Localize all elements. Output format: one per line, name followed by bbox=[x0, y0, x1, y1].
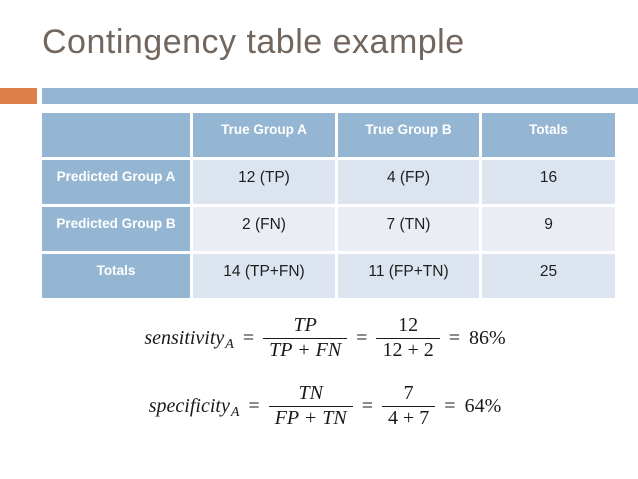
equals-sign: = bbox=[242, 326, 255, 349]
data-cell-fn: 2 (FN) bbox=[193, 207, 335, 251]
slide-title: Contingency table example bbox=[42, 23, 465, 61]
data-cell-col-b-total: 11 (FP+TN) bbox=[338, 254, 479, 298]
column-header-totals: Totals bbox=[482, 113, 615, 157]
equals-sign: = bbox=[356, 326, 368, 349]
row-label-predicted-group-b: Predicted Group B bbox=[42, 207, 190, 251]
fraction-numerator: TN bbox=[298, 381, 323, 404]
equals-sign: = bbox=[448, 326, 461, 349]
equals-sign: = bbox=[444, 394, 456, 417]
numeric-fraction: 12 12 + 2 bbox=[376, 313, 440, 363]
equals-sign: = bbox=[361, 394, 373, 417]
formula-result: 64% bbox=[464, 394, 502, 417]
row-label-predicted-group-a: Predicted Group A bbox=[42, 160, 190, 204]
fraction-denominator: 12 + 2 bbox=[376, 337, 440, 363]
data-cell-col-a-total: 14 (TP+FN) bbox=[193, 254, 335, 298]
symbolic-fraction: TP TP + FN bbox=[263, 313, 348, 363]
fraction-denominator: FP + TN bbox=[268, 405, 353, 431]
symbolic-fraction: TN FP + TN bbox=[268, 381, 353, 431]
data-cell-tn: 7 (TN) bbox=[338, 207, 479, 251]
formula-sensitivity: sensitivity A = TP TP + FN = 12 12 + 2 = … bbox=[42, 310, 608, 366]
accent-bar-orange bbox=[0, 88, 37, 104]
row-label-totals: Totals bbox=[42, 254, 190, 298]
fraction-numerator: 12 bbox=[398, 313, 419, 336]
fraction-numerator: 7 bbox=[403, 381, 414, 404]
data-cell-grand-total: 25 bbox=[482, 254, 615, 298]
equals-sign: = bbox=[248, 394, 260, 417]
column-header-true-group-b: True Group B bbox=[338, 113, 479, 157]
formula-name: specificity bbox=[148, 394, 230, 417]
formula-specificity: specificity A = TN FP + TN = 7 4 + 7 = 64… bbox=[42, 378, 608, 434]
fraction-denominator: TP + FN bbox=[263, 337, 348, 363]
data-cell-fp: 4 (FP) bbox=[338, 160, 479, 204]
data-cell-row-a-total: 16 bbox=[482, 160, 615, 204]
data-cell-tp: 12 (TP) bbox=[193, 160, 335, 204]
fraction-numerator: TP bbox=[293, 313, 317, 336]
formula-result: 86% bbox=[469, 326, 506, 349]
numeric-fraction: 7 4 + 7 bbox=[382, 381, 436, 431]
formula-subscript: A bbox=[225, 337, 234, 352]
data-cell-row-b-total: 9 bbox=[482, 207, 615, 251]
formula-block: sensitivity A = TP TP + FN = 12 12 + 2 = … bbox=[42, 310, 608, 434]
column-header-true-group-a: True Group A bbox=[193, 113, 335, 157]
table-corner-cell bbox=[42, 113, 190, 157]
formula-subscript: A bbox=[230, 405, 240, 420]
fraction-denominator: 4 + 7 bbox=[382, 405, 436, 431]
contingency-table: True Group A True Group B Totals Predict… bbox=[42, 113, 615, 298]
formula-name: sensitivity bbox=[144, 326, 225, 349]
accent-bar-blue bbox=[42, 88, 638, 104]
